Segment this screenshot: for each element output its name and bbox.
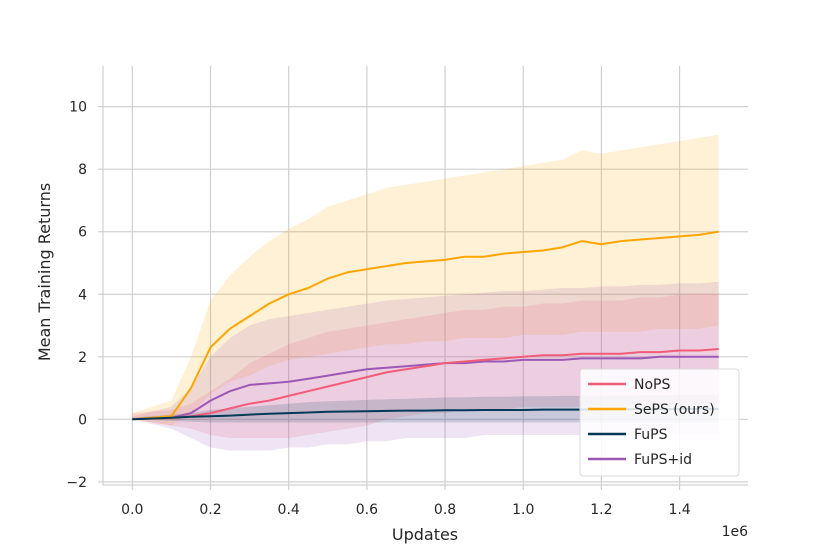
y-tick-labels: −2 0 2 4 6 8 10 bbox=[66, 100, 87, 491]
legend: NoPS SePS (ours) FuPS FuPS+id bbox=[579, 368, 740, 477]
x-tick-label: 0.2 bbox=[199, 502, 221, 518]
x-tick-label: 0.4 bbox=[278, 502, 300, 518]
x-tick-label: 1.0 bbox=[512, 502, 534, 518]
x-tick-label: 1.4 bbox=[668, 502, 690, 518]
legend-label: FuPS+id bbox=[634, 452, 692, 468]
x-offset-label: 1e6 bbox=[722, 524, 749, 540]
y-tick-label: −2 bbox=[66, 475, 87, 491]
x-tick-label: 1.2 bbox=[590, 502, 612, 518]
y-axis-title: Mean Training Returns bbox=[35, 183, 54, 361]
y-gridlines bbox=[98, 106, 748, 483]
series-line bbox=[132, 348, 719, 421]
legend-box bbox=[579, 368, 740, 477]
legend-label: SePS (ours) bbox=[634, 402, 715, 418]
x-tick-label: 0.0 bbox=[121, 502, 143, 518]
confidence-band bbox=[132, 394, 719, 423]
confidence-band bbox=[132, 134, 719, 426]
x-tick-label: 0.6 bbox=[356, 502, 378, 518]
y-tick-label: 4 bbox=[78, 287, 87, 303]
legend-label: NoPS bbox=[634, 377, 670, 393]
x-axis-title: Updates bbox=[392, 525, 458, 544]
y-tick-label: 8 bbox=[78, 162, 87, 178]
x-tick-label: 0.8 bbox=[434, 502, 456, 518]
series-line bbox=[132, 230, 719, 421]
legend-label: FuPS bbox=[634, 427, 668, 443]
y-tick-label: 6 bbox=[78, 225, 87, 241]
x-tick-labels: 0.0 0.2 0.4 0.6 0.8 1.0 1.2 1.4 bbox=[121, 502, 691, 518]
y-tick-label: 10 bbox=[69, 100, 87, 116]
y-tick-label: 2 bbox=[78, 350, 87, 366]
y-tick-label: 0 bbox=[78, 412, 87, 428]
